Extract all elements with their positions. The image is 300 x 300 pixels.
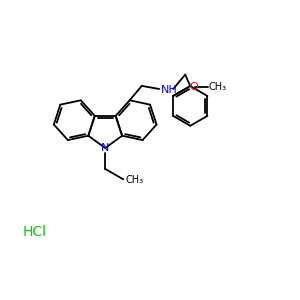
Text: NH: NH: [161, 85, 178, 95]
Text: N: N: [101, 143, 110, 153]
Text: HCl: HCl: [22, 225, 46, 238]
Text: CH₃: CH₃: [125, 176, 143, 185]
Text: CH₃: CH₃: [209, 82, 227, 92]
Text: O: O: [189, 82, 198, 92]
